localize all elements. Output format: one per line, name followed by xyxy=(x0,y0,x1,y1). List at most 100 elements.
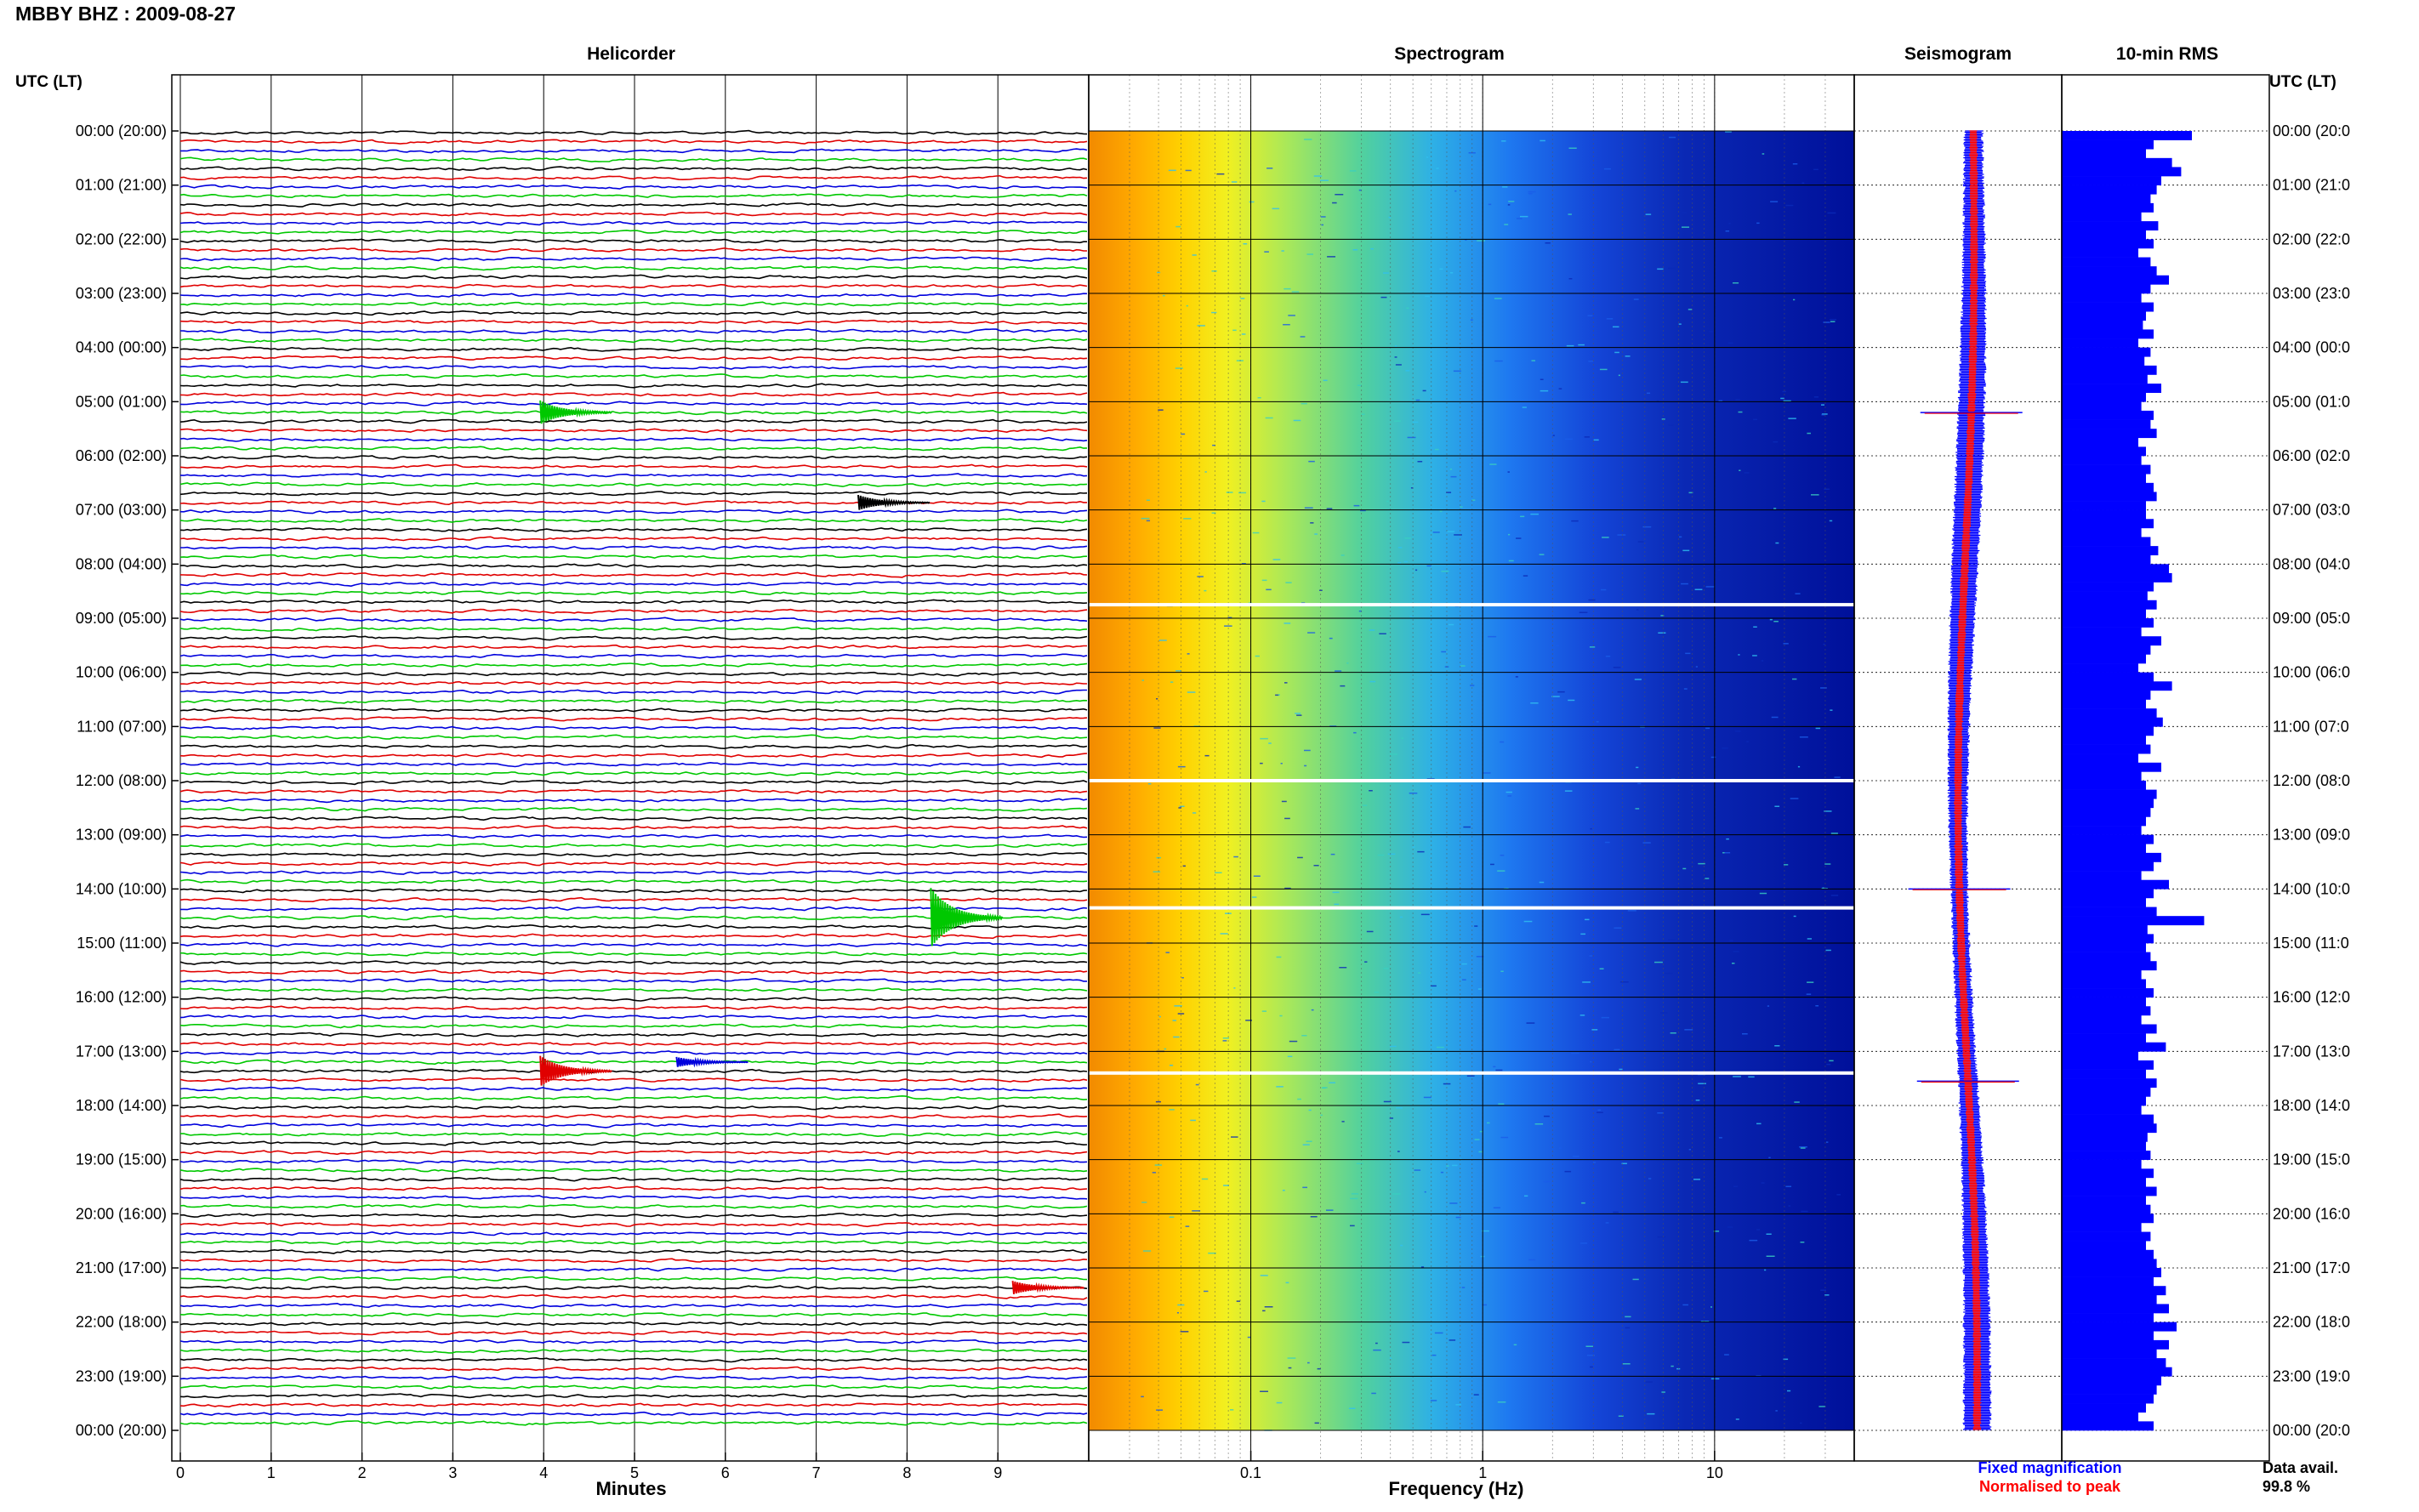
spectrogram-speckle xyxy=(1164,1048,1167,1050)
hour-label-right: 08:00 (04:0 xyxy=(2273,555,2350,572)
spectrogram-speckle xyxy=(1291,291,1300,293)
rms-bar xyxy=(2062,753,2138,764)
spectrogram-speckle xyxy=(1175,670,1181,672)
spectrogram-speckle xyxy=(1185,1225,1190,1227)
spectrogram-speckle xyxy=(1756,222,1760,225)
helicorder-trace xyxy=(179,139,1088,145)
spectrogram-speckle xyxy=(1204,589,1207,592)
rms-bar xyxy=(2062,1051,2138,1061)
helicorder-trace xyxy=(179,1023,1088,1029)
rms-bar xyxy=(2062,230,2146,240)
spectrogram-speckle xyxy=(1389,1357,1392,1359)
spectrogram-speckle xyxy=(1383,272,1389,274)
spectrogram-speckle xyxy=(1688,309,1693,310)
spectrogram-speckle xyxy=(1753,418,1758,421)
rms-bar xyxy=(2062,861,2154,872)
helicorder-trace xyxy=(179,581,1088,588)
spectrogram-speckle xyxy=(1449,469,1452,470)
rms-bar xyxy=(2062,771,2142,782)
spectrogram-speckle xyxy=(1330,853,1335,855)
spectrogram-speckle xyxy=(1380,296,1387,298)
spectrogram-speckle xyxy=(1241,333,1246,335)
spectrogram-speckle xyxy=(1500,855,1505,856)
spectrogram-speckle xyxy=(1436,168,1439,169)
helicorder-trace xyxy=(179,689,1087,695)
spectrogram-speckle xyxy=(1154,1164,1163,1166)
spectrogram-speckle xyxy=(1505,791,1512,793)
spectrogram-speckle xyxy=(1679,212,1688,213)
spectrogram-speckle xyxy=(1260,762,1263,765)
spectrogram-speckle xyxy=(1260,1275,1268,1276)
spectrogram-speckle xyxy=(1807,432,1811,435)
spectrogram-speckle xyxy=(1824,1294,1830,1296)
spectrogram-speckle xyxy=(1306,253,1313,255)
spectrogram-speckle xyxy=(1682,867,1687,870)
spectrogram-speckle xyxy=(1522,406,1527,408)
spectrogram-speckle xyxy=(1508,533,1511,536)
helicorder-trace xyxy=(179,446,1088,452)
spectrogram-speckle xyxy=(1327,256,1336,258)
rms-bar xyxy=(2062,952,2151,962)
spectrogram-speckle xyxy=(1453,370,1461,372)
spectrogram-speckle xyxy=(1625,355,1631,357)
spectrogram-speckle xyxy=(1238,492,1247,494)
spectrogram-speckle xyxy=(1682,549,1690,552)
spectrogram-speckle xyxy=(1642,842,1651,844)
helicorder-trace xyxy=(179,1339,1087,1344)
hour-label-left: 12:00 (08:00) xyxy=(76,772,167,789)
spectrogram-speckle xyxy=(1266,168,1273,169)
spectrogram-speckle xyxy=(1329,1082,1336,1083)
spectrogram-speckle xyxy=(1790,798,1799,799)
helicorder-trace xyxy=(179,319,1088,325)
helicorder-trace xyxy=(179,599,1088,605)
spectrogram-speckle xyxy=(1156,1409,1164,1411)
spectrogram-speckle xyxy=(1279,1015,1283,1017)
legend-normalised: Normalised to peak xyxy=(1979,1478,2121,1495)
spectrogram-speckle xyxy=(1449,1339,1456,1341)
spectrogram-speckle xyxy=(1369,790,1373,792)
helicorder-event xyxy=(675,1056,748,1068)
spectrogram-speckle xyxy=(1197,325,1205,327)
helicorder-x-tick-label: 1 xyxy=(267,1464,276,1481)
spectrogram-speckle xyxy=(1523,920,1533,923)
helicorder-trace xyxy=(179,1366,1088,1372)
rms-bar xyxy=(2062,185,2157,195)
spectrogram-speckle xyxy=(1186,304,1188,307)
spectrogram-speckle xyxy=(1564,1170,1572,1173)
rms-bar xyxy=(2062,609,2146,619)
spectrogram-speckle xyxy=(1566,344,1574,347)
spectrogram-speckle xyxy=(1584,436,1590,438)
spectrogram-speckle xyxy=(1358,610,1362,612)
helicorder-trace xyxy=(179,788,1088,794)
rms-bar xyxy=(2062,1214,2154,1224)
spectrogram-speckle xyxy=(1158,409,1164,411)
spectrogram-speckle xyxy=(1784,864,1789,866)
helicorder-trace xyxy=(179,293,1088,298)
spectrogram-x-tick-label: 0.1 xyxy=(1240,1464,1261,1481)
helicorder-trace xyxy=(179,752,1088,759)
spectrogram-speckle xyxy=(1400,1244,1403,1247)
helicorder-trace xyxy=(179,481,1088,487)
helicorder-trace xyxy=(179,1231,1088,1236)
spectrogram-speckle xyxy=(1180,1331,1189,1333)
spectrogram-speckle xyxy=(1589,955,1593,957)
spectrogram-speckle xyxy=(1466,1075,1475,1077)
spectrogram-speckle xyxy=(1621,1162,1627,1164)
helicorder-trace xyxy=(180,725,1088,731)
spectrogram-speckle xyxy=(1799,736,1808,738)
spectrogram-speckle xyxy=(1508,201,1515,202)
rms-bar xyxy=(2062,537,2151,547)
spectrogram-speckle xyxy=(1387,853,1396,855)
hour-label-right: 16:00 (12:0 xyxy=(2273,989,2350,1006)
hour-label-right: 07:00 (03:0 xyxy=(2273,502,2350,519)
rms-bar xyxy=(2062,1042,2166,1052)
spectrogram-speckle xyxy=(1517,218,1523,219)
rms-bar xyxy=(2062,1168,2154,1179)
spectrogram-speckle xyxy=(1439,510,1443,513)
spectrogram-speckle xyxy=(1431,1354,1437,1356)
spectrogram-speckle xyxy=(1182,865,1186,867)
spectrogram-speckle xyxy=(1507,471,1510,473)
hour-label-right: 00:00 (20:0 xyxy=(2273,122,2350,139)
spectrogram-speckle xyxy=(1710,1378,1720,1380)
spectrogram-speckle xyxy=(1454,190,1457,192)
